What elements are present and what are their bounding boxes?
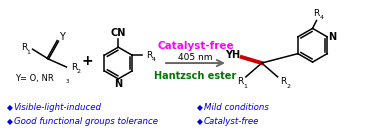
Text: 2: 2	[76, 69, 81, 75]
Text: Y= O, NR: Y= O, NR	[15, 74, 53, 83]
Text: N: N	[328, 32, 336, 42]
Text: 4: 4	[152, 57, 156, 62]
Text: R: R	[71, 63, 77, 72]
Text: R: R	[237, 77, 243, 86]
Text: CN: CN	[111, 28, 126, 38]
Text: Catalyst-free: Catalyst-free	[157, 41, 234, 51]
Text: Good functional groups tolerance: Good functional groups tolerance	[14, 117, 158, 126]
Text: 3: 3	[65, 79, 69, 84]
Text: Y: Y	[59, 32, 64, 42]
Text: N: N	[114, 79, 122, 89]
Text: 1: 1	[243, 84, 247, 89]
Text: ◆: ◆	[7, 117, 12, 126]
Text: ◆: ◆	[197, 117, 203, 126]
Text: ◆: ◆	[197, 103, 203, 112]
Text: YH: YH	[225, 50, 240, 60]
Text: Mild conditions: Mild conditions	[204, 103, 269, 112]
Text: 405 nm: 405 nm	[178, 53, 213, 62]
Text: R: R	[22, 43, 28, 52]
Text: R: R	[280, 77, 287, 86]
Text: 1: 1	[27, 50, 31, 55]
Text: +: +	[82, 54, 93, 68]
Text: Hantzsch ester: Hantzsch ester	[154, 71, 237, 81]
Text: R: R	[313, 9, 320, 18]
Text: 2: 2	[287, 84, 291, 89]
Text: R: R	[146, 51, 152, 60]
Text: ◆: ◆	[7, 103, 12, 112]
Text: Catalyst-free: Catalyst-free	[204, 117, 259, 126]
Text: Visible-light-induced: Visible-light-induced	[14, 103, 102, 112]
Text: 4: 4	[319, 15, 324, 20]
